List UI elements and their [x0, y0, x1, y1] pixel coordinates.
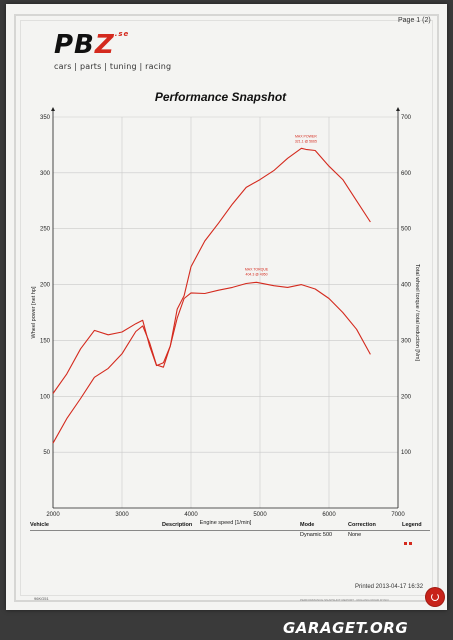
logo-domain: .se	[114, 30, 130, 38]
legend-marker-1	[404, 542, 407, 545]
y-tick-label: 300	[40, 171, 51, 177]
col-correction: Correction	[348, 522, 376, 528]
x-tick-label: 6000	[322, 512, 336, 518]
logo-mark-accent: Z	[94, 30, 115, 60]
y2-tick-label: 300	[401, 338, 412, 344]
x-axis-label: Engine speed [1/min]	[200, 520, 252, 526]
y-tick-label: 50	[43, 450, 50, 456]
chart-grid	[52, 116, 399, 508]
col-vehicle: Vehicle	[30, 522, 49, 528]
y2-axis-label: Total wheel torque / total reduction [Nm…	[414, 264, 420, 361]
col-description: Description	[162, 522, 193, 528]
legend-markers	[404, 532, 414, 550]
chart-curves	[52, 147, 371, 444]
y-axis-label: Wheel power [net hp]	[31, 286, 37, 338]
logo-tagline: cars | parts | tuning | racing	[54, 62, 172, 71]
y-tick-label: 150	[40, 338, 51, 344]
y-tick-label: 100	[40, 394, 51, 400]
torque-curve	[52, 281, 371, 394]
chart-title: Performance Snapshot	[154, 90, 287, 104]
printed-timestamp: Printed 2013-04-17 16:32	[355, 584, 424, 590]
logo-mark: PBZ.se	[54, 30, 171, 60]
y2-axis-arrow	[396, 107, 400, 111]
annotation-value: 321.1 @ 5665	[295, 139, 317, 143]
page-number: Page 1 (2)	[398, 17, 431, 24]
y-tick-label: 200	[40, 283, 51, 289]
y2-tick-label: 200	[401, 394, 412, 400]
y2-tick-label: 700	[401, 115, 412, 121]
page-border-inner	[20, 20, 433, 596]
chart-axes	[51, 107, 400, 509]
y-tick-label: 350	[40, 115, 51, 121]
power-curve	[52, 147, 371, 444]
x-tick-label: 5000	[253, 512, 267, 518]
page-border	[14, 14, 439, 602]
garaget-watermark: GARAGET.ORG	[283, 619, 409, 637]
annotation-value: 404.3 @ 4950	[246, 272, 268, 276]
table-divider	[30, 530, 430, 531]
x-tick-label: 2000	[46, 512, 60, 518]
y-tick-label: 250	[40, 227, 51, 233]
y2-tick-label: 600	[401, 171, 412, 177]
y2-tick-label: 500	[401, 227, 412, 233]
y-axis-arrow	[51, 107, 55, 111]
report-sheet	[6, 4, 447, 610]
mode-value: Dynamic 500	[300, 532, 333, 538]
annotation-title: MAX POWER	[295, 134, 317, 138]
footer-text: PERFORMANCE SNAPSHOT REPORT · ROLLING RO…	[300, 598, 389, 602]
col-mode: Mode	[300, 522, 315, 528]
correction-value: None	[348, 532, 362, 538]
logo-mark-prefix: PB	[54, 30, 95, 60]
y2-tick-label: 100	[401, 450, 412, 456]
chart-ticks: 2000 3000 4000 5000 6000 7000 50 100 150 200 250 30…	[40, 115, 412, 518]
col-legend: Legend	[402, 522, 422, 528]
y2-tick-label: 400	[401, 283, 412, 289]
annotation-title: MAX TORQUE	[245, 267, 269, 271]
x-tick-label: 4000	[184, 512, 198, 518]
x-tick-label: 3000	[115, 512, 129, 518]
pbz-logo: PBZ.se cars | parts | tuning | racing	[54, 30, 171, 71]
legend-marker-2	[409, 542, 412, 545]
stamp-seal-icon	[426, 588, 444, 606]
footer-id: 96KG51	[34, 596, 49, 601]
x-tick-label: 7000	[391, 512, 405, 518]
